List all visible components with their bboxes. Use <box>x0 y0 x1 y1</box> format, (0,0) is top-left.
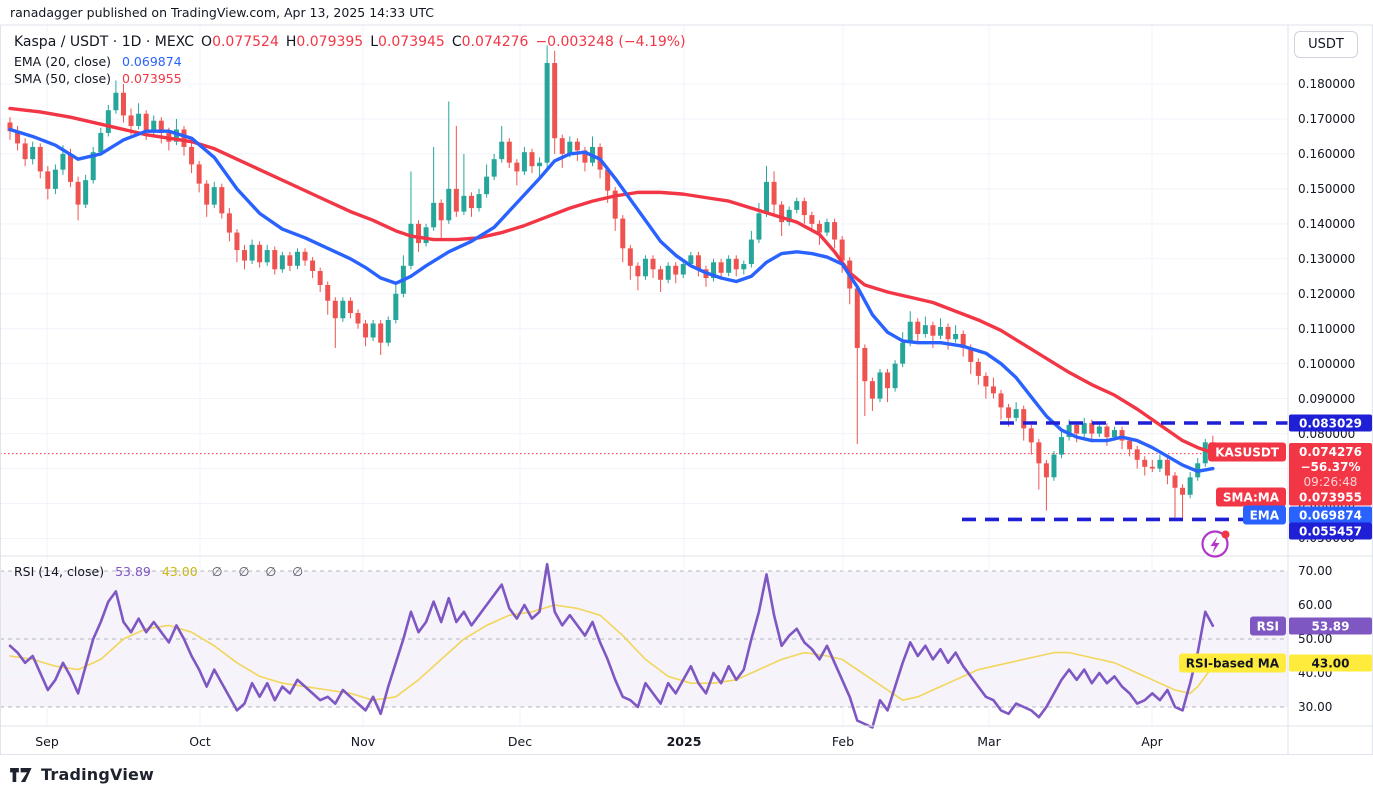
time-axis-label[interactable]: Mar <box>977 734 1001 749</box>
time-axis-label[interactable]: Dec <box>507 734 533 749</box>
rsi-tick-label: 70.00 <box>1298 564 1333 578</box>
price-tick-label: 0.130000 <box>1298 251 1356 266</box>
time-axis-label[interactable]: Nov <box>350 734 376 749</box>
tradingview-logo-icon <box>10 767 32 782</box>
rsi-ma-tag: RSI-based MA <box>1178 653 1286 673</box>
rsi-tick-label: 50.00 <box>1298 632 1333 646</box>
symbol-title[interactable]: Kaspa / USDT · 1D · MEXC <box>14 34 195 50</box>
rsi-tag: RSI <box>1249 616 1286 636</box>
time-axis-label[interactable]: Apr <box>1141 734 1163 749</box>
price-tick-label: 0.110000 <box>1298 321 1356 336</box>
tradingview-logo[interactable]: TradingView <box>10 765 154 784</box>
close-label: C <box>451 34 462 50</box>
sma-legend[interactable]: SMA (50, close) 0.073955 <box>14 71 182 86</box>
low-value: 0.073945 <box>378 34 445 50</box>
symbol-legend[interactable]: Kaspa / USDT · 1D · MEXC O0.077524 H0.0793… <box>14 34 686 50</box>
price-tick-label: 0.180000 <box>1298 77 1356 91</box>
time-axis-label[interactable]: 2025 <box>666 734 702 749</box>
sma-price-tag: SMA:MA <box>1215 487 1286 507</box>
close-value: 0.074276 <box>461 34 529 50</box>
time-axis-label[interactable]: Oct <box>189 734 211 749</box>
rsi-legend-label[interactable]: RSI (14, close) <box>14 564 105 579</box>
sma-price-label: 0.073955 <box>1289 488 1372 506</box>
change-value: −0.003248 (−4.19%) <box>535 34 686 50</box>
ema-price-label: 0.069874 <box>1289 506 1372 524</box>
bar-countdown: 09:26:48 <box>1303 475 1358 489</box>
low-label: L <box>370 34 379 50</box>
rsi-value-label: 53.89 <box>1289 617 1372 635</box>
last-price-value: 0.074276 <box>1298 445 1362 459</box>
rsi-ma-legend-value: 43.00 <box>161 564 198 579</box>
rsi-legend[interactable]: RSI (14, close) 53.89 43.00 ∅ ∅ ∅ ∅ <box>14 564 309 579</box>
time-axis-label[interactable]: Sep <box>35 734 59 749</box>
currency-button[interactable]: USDT <box>1294 31 1358 58</box>
time-axis-label[interactable]: Feb <box>831 734 855 749</box>
sma-legend-label[interactable]: SMA (50, close) <box>14 71 112 86</box>
symbol-price-tag: KASUSDT <box>1208 442 1286 462</box>
open-value: 0.077524 <box>212 34 279 50</box>
last-price-label: 0.074276 −56.37% 09:26:48 <box>1289 443 1372 492</box>
price-tick-label: 0.090000 <box>1298 391 1356 406</box>
price-tick-label: 0.150000 <box>1298 181 1356 196</box>
resistance-price-label: 0.083029 <box>1289 414 1372 432</box>
price-tick-label: 0.160000 <box>1298 146 1356 161</box>
tradingview-logo-text: TradingView <box>41 765 155 784</box>
last-change-pct: −56.37% <box>1300 460 1361 474</box>
open-label: O <box>201 34 213 50</box>
price-tick-label: 0.100000 <box>1298 356 1356 371</box>
sma-legend-value: 0.073955 <box>122 71 182 86</box>
attribution: ranadagger published on TradingView.com,… <box>10 5 434 20</box>
ema-legend-label[interactable]: EMA (20, close) <box>14 54 112 69</box>
high-value: 0.079395 <box>296 34 364 50</box>
rsi-empty-values: ∅ ∅ ∅ ∅ <box>211 564 310 579</box>
support-price-label: 0.055457 <box>1289 522 1372 540</box>
rsi-tick-label: 60.00 <box>1298 598 1333 612</box>
price-tick-label: 0.120000 <box>1298 286 1356 301</box>
high-label: H <box>285 34 297 50</box>
price-tick-label: 0.140000 <box>1298 216 1356 231</box>
rsi-tick-label: 30.00 <box>1298 700 1333 714</box>
notification-dot <box>1221 530 1230 539</box>
ema-legend-value: 0.069874 <box>122 54 182 69</box>
rsi-ma-value-label: 43.00 <box>1289 654 1372 672</box>
lightning-icon[interactable] <box>1198 526 1234 562</box>
rsi-legend-value: 53.89 <box>115 564 151 579</box>
ema-legend[interactable]: EMA (20, close) 0.069874 <box>14 54 182 69</box>
ema-price-tag: EMA <box>1242 505 1286 525</box>
price-tick-label: 0.170000 <box>1298 111 1356 126</box>
